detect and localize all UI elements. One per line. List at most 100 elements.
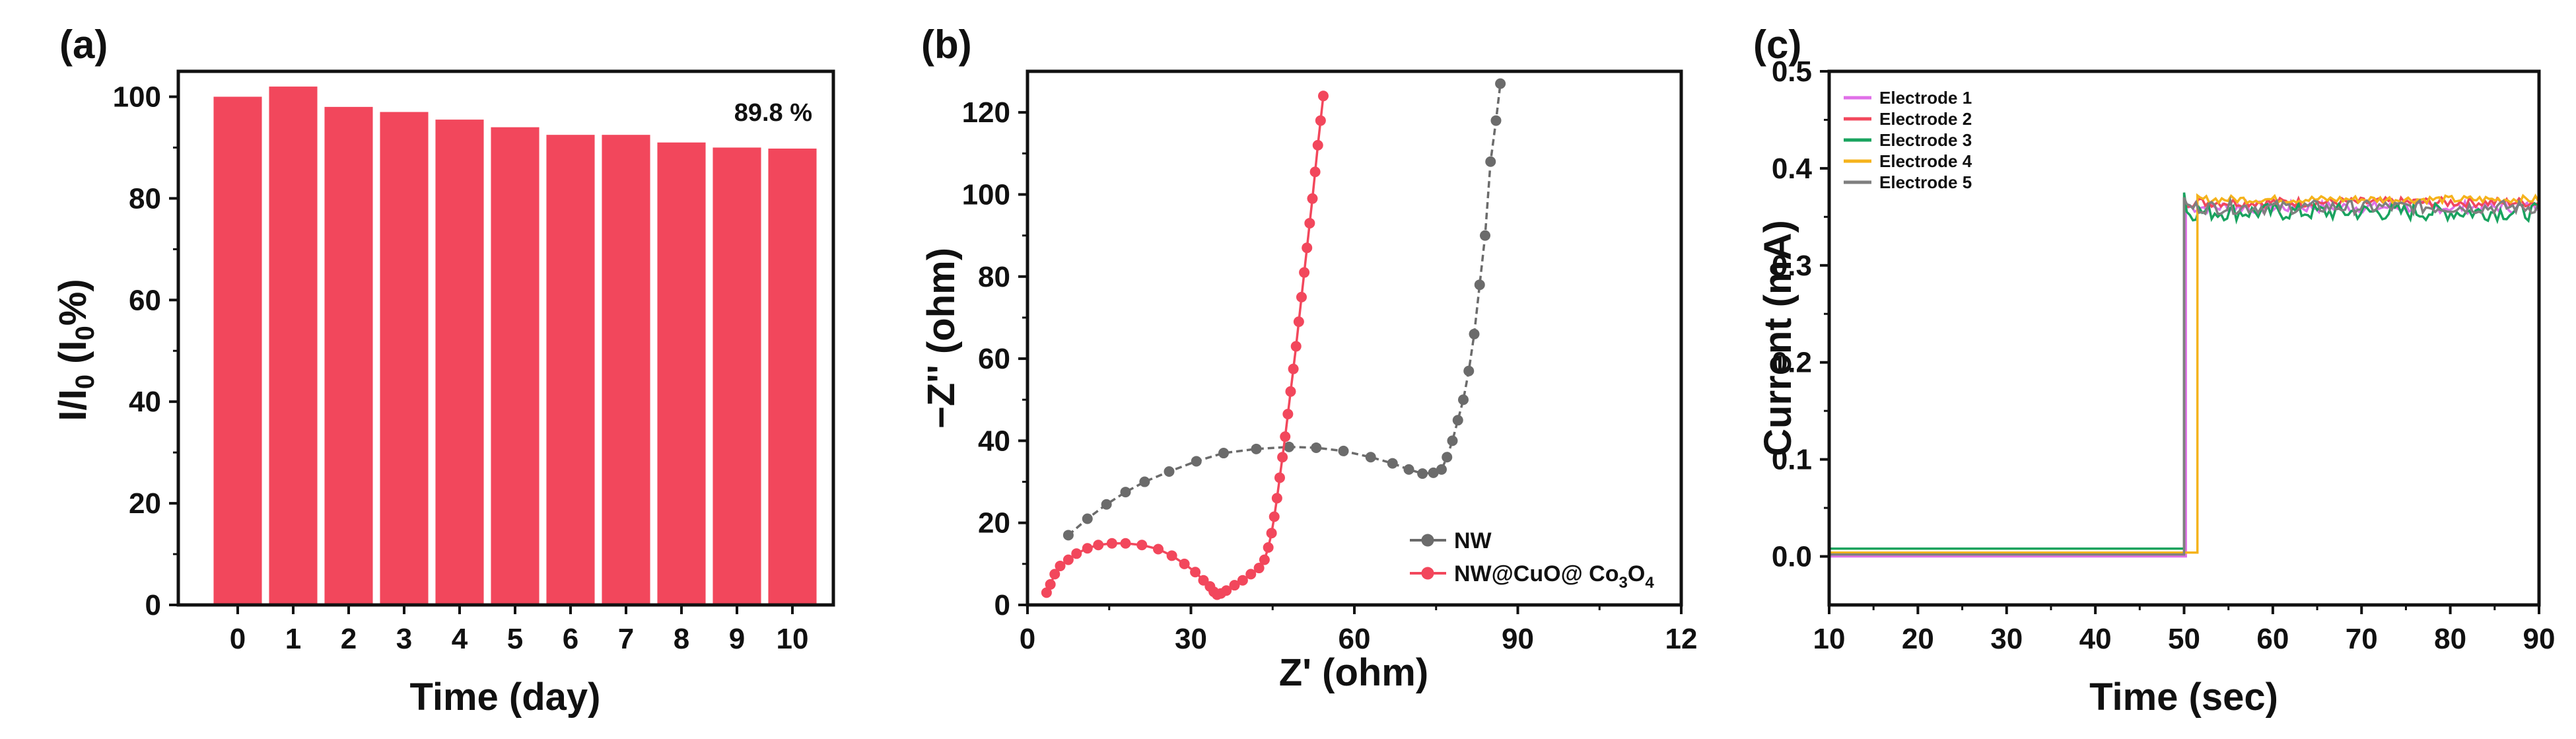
- x-tick-label: 0: [1020, 623, 1035, 655]
- data-point-composite: [1049, 569, 1061, 580]
- ylabel-part-end: %): [52, 279, 94, 326]
- data-point-composite: [1263, 542, 1274, 553]
- x-tick-label: 12: [1665, 623, 1698, 655]
- data-point-nw: [1490, 115, 1502, 126]
- panel-b-legend: NW NW@CuO@ Co3O4: [1410, 528, 1654, 592]
- ylabel-subscript-1: 0: [71, 374, 100, 389]
- bar-day-9: [713, 147, 761, 605]
- panel-c-series: [1829, 192, 2539, 558]
- series-electrode-4-line: [1829, 193, 2539, 554]
- y-tick-label: 100: [113, 81, 161, 113]
- y-tick-label: 20: [978, 507, 1010, 540]
- data-point-composite: [1274, 472, 1285, 483]
- data-point-nw: [1365, 452, 1376, 463]
- legend-composite-sub2: 4: [1645, 574, 1654, 592]
- y-tick-label: 0.3: [1772, 250, 1812, 282]
- legend-electrode-2-label: Electrode 2: [1879, 109, 1972, 129]
- x-tick-label: 60: [1339, 623, 1371, 655]
- bar-day-5: [491, 127, 540, 606]
- data-point-nw: [1218, 448, 1229, 459]
- data-point-composite: [1166, 550, 1177, 561]
- data-point-nw: [1403, 464, 1414, 475]
- ylabel-subscript-2: 0: [71, 326, 100, 340]
- data-point-composite: [1253, 563, 1265, 574]
- panel-b-ylabel: −Z'' (ohm): [920, 248, 963, 429]
- y-tick-label: 60: [129, 284, 161, 316]
- data-point-composite: [1285, 386, 1296, 397]
- data-point-composite: [1179, 558, 1190, 569]
- data-point-nw: [1463, 365, 1475, 376]
- ylabel-part-main: I/I: [52, 389, 94, 421]
- data-point-nw: [1442, 452, 1453, 463]
- bar-day-8: [657, 142, 706, 605]
- legend-composite-label: NW@CuO@ Co3O4: [1454, 561, 1654, 592]
- data-point-nw: [1082, 513, 1093, 524]
- x-tick-label: 10: [777, 623, 809, 655]
- data-point-composite: [1296, 291, 1307, 302]
- series-electrode-1-line: [1829, 198, 2538, 558]
- panel-b-xlabel: Z' (ohm): [1279, 651, 1428, 694]
- data-point-nw: [1101, 499, 1112, 510]
- y-tick-label: 40: [978, 425, 1010, 457]
- x-tick-label: 0: [230, 623, 246, 655]
- panel-a-axes-frame: [176, 69, 835, 607]
- panel-b-axes-frame: [1026, 69, 1683, 607]
- series-electrode-3-line: [1829, 192, 2539, 550]
- data-point-nw: [1469, 328, 1480, 339]
- data-point-composite: [1302, 242, 1313, 254]
- panel-c-current-plot: (c) 10 20 30 40 50 60 70 80 90 0.0 0.1 0.2 0.3 0.4 0.5…: [1753, 22, 2555, 719]
- panel-a-ylabel: I/I0 (I0%): [52, 279, 100, 421]
- bar-day-1: [269, 87, 318, 606]
- legend-composite-marker: [1421, 567, 1434, 580]
- y-tick-label: 0.2: [1772, 347, 1812, 379]
- bar-day-10: [768, 148, 817, 605]
- panel-b-label: (b): [921, 22, 972, 67]
- x-tick-label: 20: [1902, 623, 1934, 655]
- data-point-composite: [1271, 493, 1282, 504]
- bar-day-7: [602, 135, 650, 605]
- x-tick-label: 70: [2346, 623, 2378, 655]
- y-tick-label: 20: [129, 487, 161, 520]
- legend-electrode-4-label: Electrode 4: [1879, 151, 1972, 171]
- data-point-nw: [1251, 443, 1262, 454]
- data-point-nw: [1452, 415, 1463, 426]
- data-point-composite: [1269, 511, 1280, 522]
- data-point-composite: [1045, 579, 1056, 590]
- data-point-composite: [1071, 548, 1082, 559]
- series-electrode-5-line: [1829, 195, 2539, 556]
- bar-day-4: [435, 120, 484, 606]
- x-tick-label: 7: [618, 623, 634, 655]
- x-tick-label: 30: [1990, 623, 2023, 655]
- data-point-composite: [1307, 193, 1318, 204]
- y-tick-label: 0.1: [1772, 444, 1812, 476]
- series-nw-line: [1067, 83, 1502, 536]
- legend-composite-sub1: 3: [1619, 574, 1628, 592]
- panel-c-ylabel: Current (mA): [1757, 220, 1799, 456]
- data-point-nw: [1447, 435, 1458, 446]
- data-point-nw: [1120, 487, 1131, 498]
- data-point-composite: [1153, 544, 1164, 555]
- x-tick-label: 80: [2434, 623, 2466, 655]
- data-point-composite: [1093, 540, 1104, 551]
- data-point-composite: [1259, 554, 1270, 565]
- data-point-composite: [1304, 217, 1315, 229]
- data-point-nw: [1458, 394, 1469, 405]
- x-tick-label: 90: [2523, 623, 2556, 655]
- y-tick-label: 80: [978, 261, 1010, 293]
- legend-composite-suffix: O: [1628, 561, 1645, 586]
- y-tick-label: 60: [978, 343, 1010, 375]
- data-point-composite: [1221, 585, 1232, 596]
- panel-c-label: (c): [1753, 22, 1801, 67]
- data-point-nw: [1428, 467, 1439, 478]
- data-point-nw: [1311, 442, 1322, 453]
- panel-b-series: [1041, 78, 1506, 600]
- data-point-composite: [1315, 115, 1326, 126]
- data-point-nw: [1191, 456, 1202, 467]
- x-tick-label: 6: [563, 623, 578, 655]
- x-tick-label: 2: [341, 623, 357, 655]
- y-tick-label: 0: [994, 589, 1010, 621]
